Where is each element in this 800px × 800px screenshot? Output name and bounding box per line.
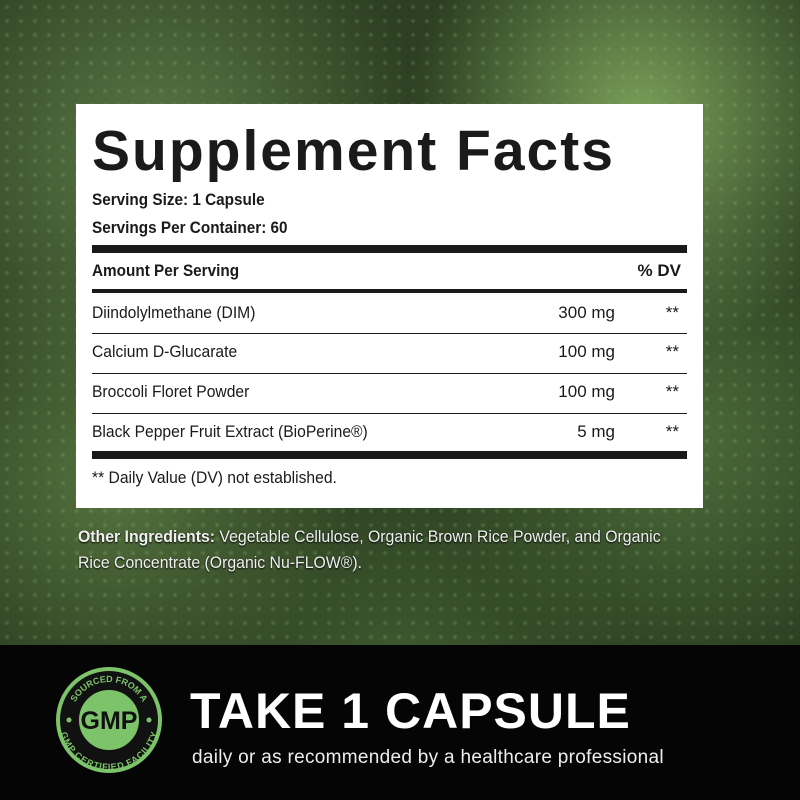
divider [92, 373, 687, 374]
ingredient-amount: 300 mg [558, 303, 615, 322]
other-ingredients: Other Ingredients: Vegetable Cellulose, … [78, 524, 673, 576]
divider [92, 333, 687, 334]
divider [92, 245, 687, 253]
other-ingredients-text: Vegetable Cellulose, Organic Brown Rice … [78, 527, 661, 572]
gmp-badge-icon: SOURCED FROM A GMP CERTIFIED FACILITY GM… [56, 667, 162, 773]
ingredient-dv: ** [665, 342, 679, 361]
dv-header: % DV [637, 261, 681, 280]
ingredient-name: Broccoli Floret Powder [92, 382, 250, 401]
cta-subtitle: daily or as recommended by a healthcare … [192, 747, 664, 768]
footnote-text: ** Daily Value (DV) not established. [92, 468, 337, 487]
badge-center-text: GMP [81, 707, 138, 735]
ingredient-amount: 5 mg [577, 422, 615, 441]
ingredient-dv: ** [665, 382, 679, 401]
divider [92, 289, 687, 293]
ingredient-name: Diindolylmethane (DIM) [92, 303, 256, 322]
ingredient-name: Calcium D-Glucarate [92, 342, 238, 361]
ingredient-dv: ** [665, 422, 679, 441]
divider [92, 451, 687, 459]
cta-title: TAKE 1 CAPSULE [190, 683, 631, 739]
amount-header: Amount Per Serving [92, 261, 240, 280]
servings-per-container: Servings Per Container: 60 [92, 218, 288, 237]
footnote: ** Daily Value (DV) not established. [92, 468, 687, 490]
ingredient-dv: ** [665, 303, 679, 322]
serving-size: Serving Size: 1 Capsule [92, 190, 265, 209]
other-ingredients-label: Other Ingredients: [78, 527, 216, 546]
supplement-facts-panel: Supplement Facts Serving Size: 1 Capsule… [76, 104, 703, 508]
ingredient-amount: 100 mg [558, 382, 615, 401]
facts-title: Supplement Facts [92, 119, 615, 183]
divider [92, 413, 687, 414]
facts-row: Broccoli Floret Powder 100 mg ** [92, 382, 687, 404]
facts-row: Calcium D-Glucarate 100 mg ** [92, 342, 687, 364]
ingredient-amount: 100 mg [558, 342, 615, 361]
facts-row: Black Pepper Fruit Extract (BioPerine®) 5… [92, 422, 687, 444]
facts-row: Diindolylmethane (DIM) 300 mg ** [92, 303, 687, 325]
ingredient-name: Black Pepper Fruit Extract (BioPerine®) [92, 422, 368, 441]
